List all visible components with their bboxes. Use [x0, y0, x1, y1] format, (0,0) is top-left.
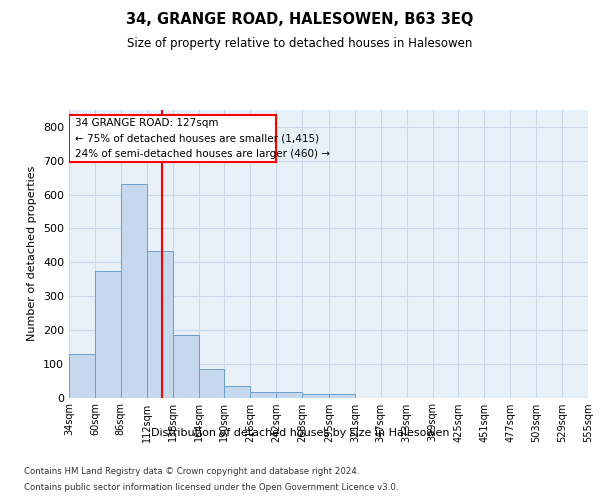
Text: 34 GRANGE ROAD: 127sqm: 34 GRANGE ROAD: 127sqm — [75, 118, 218, 128]
Text: Contains HM Land Registry data © Crown copyright and database right 2024.: Contains HM Land Registry data © Crown c… — [24, 468, 359, 476]
Bar — [121, 184, 147, 398]
Bar — [302, 394, 329, 398]
Bar — [173, 335, 199, 398]
Bar — [95, 270, 121, 398]
Bar — [224, 386, 250, 398]
Bar — [199, 369, 224, 398]
Y-axis label: Number of detached properties: Number of detached properties — [28, 166, 37, 342]
Bar — [69, 115, 276, 162]
Text: 34, GRANGE ROAD, HALESOWEN, B63 3EQ: 34, GRANGE ROAD, HALESOWEN, B63 3EQ — [127, 12, 473, 28]
Text: Size of property relative to detached houses in Halesowen: Size of property relative to detached ho… — [127, 38, 473, 51]
Text: Contains public sector information licensed under the Open Government Licence v3: Contains public sector information licen… — [24, 484, 398, 492]
Bar — [329, 394, 355, 398]
Text: Distribution of detached houses by size in Halesowen: Distribution of detached houses by size … — [151, 428, 449, 438]
Bar — [250, 392, 276, 398]
Text: 24% of semi-detached houses are larger (460) →: 24% of semi-detached houses are larger (… — [75, 149, 330, 159]
Bar — [276, 392, 302, 398]
Text: ← 75% of detached houses are smaller (1,415): ← 75% of detached houses are smaller (1,… — [75, 134, 319, 143]
Bar — [147, 252, 173, 398]
Bar — [69, 354, 95, 398]
